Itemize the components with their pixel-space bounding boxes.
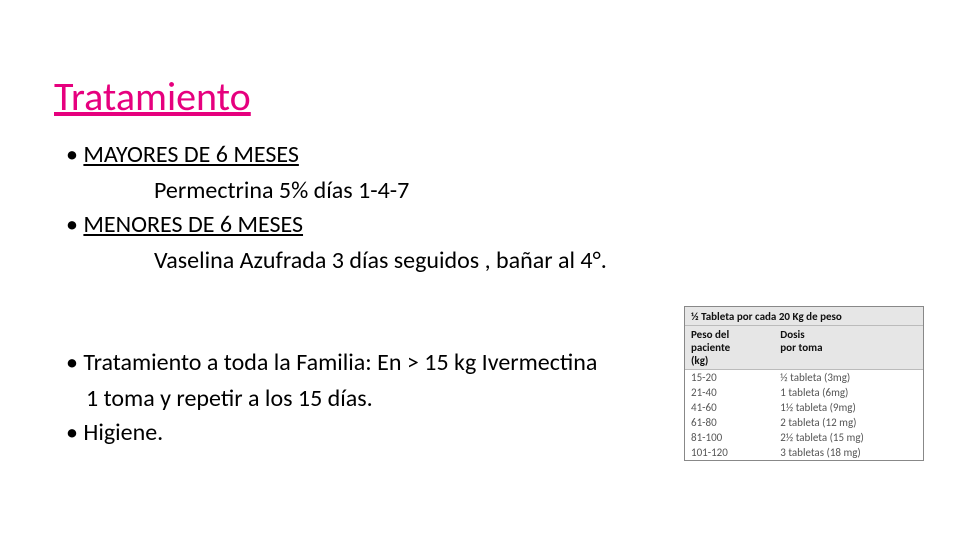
- col-header-dosis: Dosispor toma: [774, 326, 923, 369]
- cell-peso: 101-120: [685, 445, 774, 460]
- text-higiene: Higiene.: [83, 418, 163, 447]
- bullet-dot: •: [66, 418, 83, 447]
- text-menores: MENORES DE 6 MESES: [83, 210, 303, 239]
- cell-peso: 15-20: [685, 370, 774, 385]
- table-row: 61-802 tableta (12 mg): [685, 415, 923, 430]
- table-row: 21-401 tableta (6mg): [685, 385, 923, 400]
- text-toma: 1 toma y repetir a los 15 días.: [86, 384, 373, 413]
- cell-peso: 61-80: [685, 415, 774, 430]
- col-header-peso: Peso delpaciente(kg): [685, 326, 774, 369]
- cell-dosis: 1 tableta (6mg): [774, 385, 923, 400]
- text-mayores: MAYORES DE 6 MESES: [83, 140, 298, 169]
- bullet-familia: • Tratamiento a toda la Familia: En > 15…: [66, 348, 597, 377]
- table-row: 41-601½ tableta (9mg): [685, 400, 923, 415]
- cell-dosis: ½ tableta (3mg): [774, 370, 923, 385]
- cell-dosis: 3 tabletas (18 mg): [774, 445, 923, 460]
- bullet-higiene: • Higiene.: [66, 418, 163, 447]
- text-familia: Tratamiento a toda la Familia: En > 15 k…: [83, 348, 597, 377]
- table-column-headers: Peso delpaciente(kg) Dosispor toma: [685, 326, 923, 370]
- bullet-menores: • MENORES DE 6 MESES: [66, 210, 303, 239]
- table-row: 81-1002½ tableta (15 mg): [685, 430, 923, 445]
- bullet-dot: •: [66, 140, 83, 169]
- cell-peso: 81-100: [685, 430, 774, 445]
- table-row: 15-20½ tableta (3mg): [685, 370, 923, 385]
- bullet-dot: •: [66, 210, 83, 239]
- text-permectrina: Permectrina 5% días 1-4-7: [154, 176, 409, 205]
- bullet-mayores: • MAYORES DE 6 MESES: [66, 140, 299, 169]
- slide-title: Tratamiento: [54, 72, 251, 121]
- text-vaselina: Vaselina Azufrada 3 días seguidos , baña…: [154, 246, 607, 275]
- cell-peso: 41-60: [685, 400, 774, 415]
- cell-dosis: 1½ tableta (9mg): [774, 400, 923, 415]
- bullet-dot: •: [66, 348, 83, 377]
- cell-dosis: 2 tableta (12 mg): [774, 415, 923, 430]
- cell-dosis: 2½ tableta (15 mg): [774, 430, 923, 445]
- table-row: 101-1203 tabletas (18 mg): [685, 445, 923, 460]
- cell-peso: 21-40: [685, 385, 774, 400]
- table-title: ½ Tableta por cada 20 Kg de peso: [685, 307, 923, 326]
- dosage-table: ½ Tableta por cada 20 Kg de peso Peso de…: [684, 306, 924, 461]
